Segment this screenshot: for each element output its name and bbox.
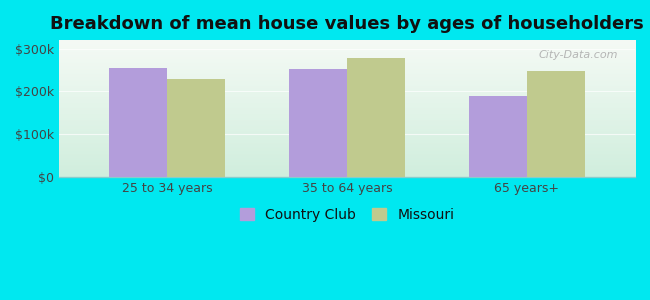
Bar	[289, 69, 347, 177]
Bar	[109, 68, 167, 177]
Bar	[527, 71, 584, 177]
Title: Breakdown of mean house values by ages of householders: Breakdown of mean house values by ages o…	[50, 15, 644, 33]
Bar	[167, 80, 225, 177]
Legend: Country Club, Missouri: Country Club, Missouri	[234, 202, 460, 227]
Bar	[347, 58, 404, 177]
Text: City-Data.com: City-Data.com	[538, 50, 617, 60]
Bar	[469, 96, 527, 177]
